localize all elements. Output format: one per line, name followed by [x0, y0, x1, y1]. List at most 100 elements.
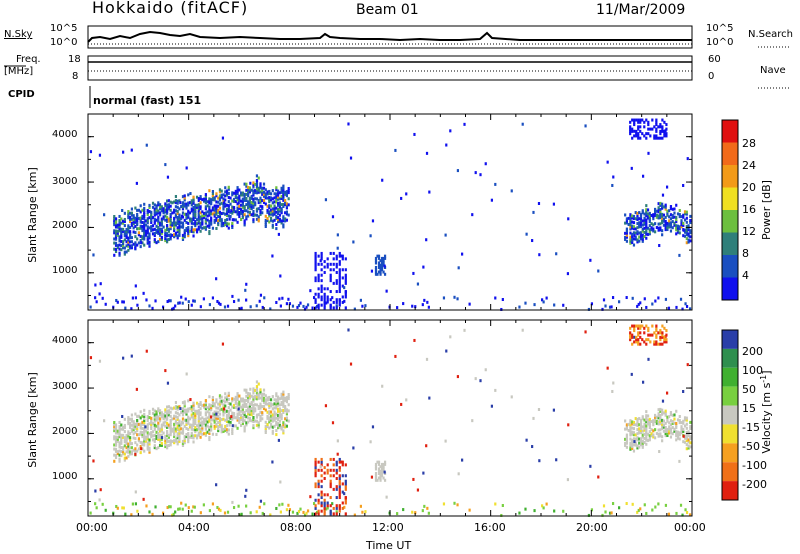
power-cell: [217, 214, 220, 218]
velocity-cell: [178, 427, 181, 431]
power-cell: [222, 221, 225, 225]
velocity-cell: [160, 437, 163, 441]
power-cell: [669, 229, 673, 233]
nsearch-label: N.Search: [748, 29, 794, 40]
velocity-cell: [646, 414, 650, 418]
power-cell: [164, 239, 167, 243]
power-cell: [234, 218, 237, 222]
power-cell: [645, 222, 648, 226]
velocity-cell: [178, 425, 181, 429]
velocity-cell: [374, 478, 378, 482]
velocity-cell: [120, 450, 123, 454]
power-cell: [629, 125, 632, 129]
power-cell: [243, 196, 246, 200]
power-cell: [146, 211, 149, 215]
power-cell: [113, 217, 116, 221]
velocity-cell: [181, 427, 185, 431]
velocity-cell: [194, 417, 197, 421]
velocity-cell: [143, 408, 146, 412]
power-cell: [195, 203, 199, 207]
power-cell: [261, 205, 264, 209]
velocity-cell: [648, 438, 651, 442]
velocity-cell: [631, 342, 634, 346]
power-cell: [347, 122, 350, 126]
power-cell: [671, 213, 674, 217]
power-cell: [661, 193, 665, 197]
power-cell: [624, 231, 627, 235]
velocity-cell: [632, 433, 636, 437]
velocity-cell: [282, 398, 285, 402]
velocity-cell: [217, 427, 220, 431]
power-cell: [167, 219, 170, 223]
power-cell: [380, 268, 384, 272]
power-cell: [254, 191, 257, 195]
power-cell: [634, 235, 637, 239]
velocity-cell: [652, 435, 655, 439]
velocity-cell: [201, 428, 204, 432]
velocity-cell: [261, 405, 264, 409]
velocity-cell: [123, 430, 126, 434]
velocity-cell: [134, 426, 137, 430]
velocity-cell: [211, 404, 215, 408]
velocity-cell: [164, 420, 167, 424]
power-cell: [659, 212, 662, 216]
velocity-cell: [98, 498, 101, 502]
velocity-cell: [232, 403, 236, 407]
velocity-cell: [268, 404, 271, 408]
velocity-cell: [261, 417, 264, 421]
power-cell: [648, 211, 651, 215]
power-cell: [664, 228, 667, 232]
xtick-2: 08:00: [280, 521, 312, 534]
velocity-cell: [148, 440, 151, 444]
power-cell: [377, 254, 381, 258]
velocity-cell: [158, 437, 162, 441]
power-cell: [280, 207, 283, 211]
velocity-cell: [187, 434, 190, 438]
power-cell: [166, 215, 169, 219]
velocity-cell: [379, 474, 382, 478]
power-cell: [682, 184, 685, 188]
power-cell: [222, 203, 225, 207]
velocity-cell: [204, 401, 207, 405]
velocity-cell: [208, 405, 211, 409]
velocity-cell: [216, 505, 219, 509]
velocity-cell: [335, 463, 338, 467]
power-cell: [335, 270, 338, 274]
velocity-cell: [158, 409, 162, 413]
power-cell: [215, 206, 218, 210]
velocity-cell: [254, 407, 257, 411]
power-cell: [314, 251, 317, 255]
velocity-cell: [335, 468, 338, 472]
power-cell: [215, 204, 218, 208]
velocity-cell: [222, 413, 225, 417]
power-cell: [273, 212, 276, 216]
power-cell: [273, 218, 276, 222]
power-cell: [114, 250, 118, 254]
velocity-cell: [257, 394, 260, 398]
velocity-cell: [645, 338, 648, 342]
velocity-cell: [682, 434, 685, 438]
velocity-cell: [174, 415, 178, 419]
velocity-cell: [255, 385, 259, 389]
velocity-cell: [240, 424, 243, 428]
power-cell: [305, 305, 308, 309]
power-cell: [278, 209, 281, 213]
power-cell: [655, 215, 658, 219]
velocity-cell: [685, 416, 688, 420]
velocity-cell: [383, 460, 387, 464]
power-cell: [134, 245, 137, 249]
velocity-cell: [629, 333, 632, 337]
power-cell: [194, 211, 197, 215]
velocity-cell: [199, 407, 202, 411]
velocity-cell: [320, 490, 323, 494]
power-cell: [243, 213, 246, 217]
velocity-cell: [127, 442, 130, 446]
power-cell: [118, 243, 121, 247]
velocity-cell: [277, 401, 280, 405]
velocity-cell: [153, 437, 156, 441]
power-cell: [681, 307, 684, 311]
power-cell: [259, 204, 262, 208]
power-cell: [123, 217, 126, 221]
velocity-cell: [652, 429, 655, 433]
